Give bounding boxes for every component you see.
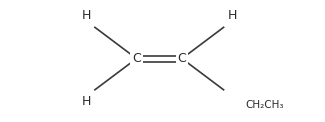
Text: CH₂CH₃: CH₂CH₃ [245,100,284,110]
Text: H: H [82,95,91,108]
Text: C: C [178,52,186,65]
Text: C: C [132,52,141,65]
Text: H: H [82,9,91,22]
Text: H: H [228,9,237,22]
